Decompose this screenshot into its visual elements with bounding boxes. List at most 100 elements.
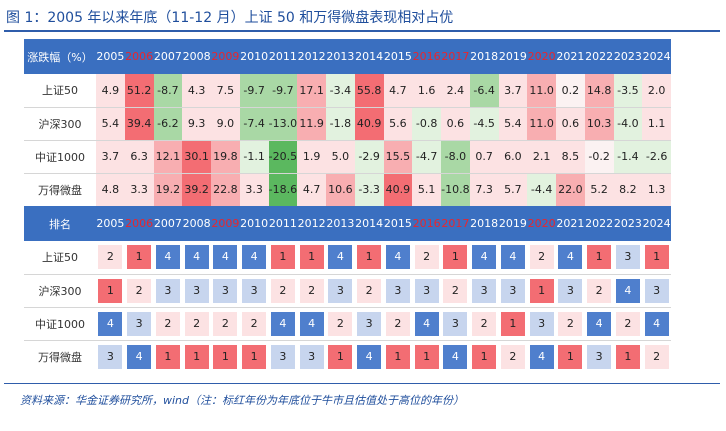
rank-cell: 4 xyxy=(498,241,528,275)
title-divider xyxy=(4,30,720,32)
rank-value: 2 xyxy=(414,245,439,270)
rank-cell: 4 xyxy=(153,241,183,275)
return-value: 3.7 xyxy=(96,140,125,174)
year-header-2016: 2016 xyxy=(412,217,441,230)
return-value: -13.0 xyxy=(268,107,298,141)
rank-cell: 3 xyxy=(412,274,441,308)
rank-value: 2 xyxy=(472,311,497,336)
rank-value: 4 xyxy=(558,245,583,270)
rank-value: 2 xyxy=(644,344,669,369)
rank-row: 上证50 2 1 4 4 4 4 1 1 4 1 4 2 1 4 4 2 4 1 3 1 xyxy=(24,241,671,275)
return-value: -4.7 xyxy=(412,140,441,174)
rank-cell: 4 xyxy=(182,241,211,275)
rank-value: 1 xyxy=(385,344,410,369)
rank-cell: 1 xyxy=(412,340,441,373)
rank-cell: 4 xyxy=(584,307,614,341)
rank-cell: 1 xyxy=(498,307,528,341)
return-row: 沪深300 5.4 39.4 -6.2 9.3 9.0 -7.4 -13.0 11.9 -1.8 4… xyxy=(24,107,671,141)
rank-cell: 2 xyxy=(441,274,470,308)
year-header-2012: 2012 xyxy=(297,50,326,63)
rank-cell: 1 xyxy=(527,274,556,308)
rank-cell: 3 xyxy=(585,340,614,373)
year-header-2006: 2006 xyxy=(125,50,154,63)
return-value: 4.3 xyxy=(182,74,211,108)
rank-cell: 1 xyxy=(441,241,470,275)
rank-cell: 2 xyxy=(182,307,211,341)
year-header-2015: 2015 xyxy=(383,50,412,63)
return-value: -1.8 xyxy=(326,107,355,141)
year-header-2019: 2019 xyxy=(498,217,527,230)
return-value: 3.3 xyxy=(124,173,154,206)
year-header-2021: 2021 xyxy=(556,217,585,230)
rank-cell: 2 xyxy=(613,307,643,341)
return-value: -10.8 xyxy=(441,173,470,206)
rank-cell: 4 xyxy=(96,307,125,341)
year-header-2018: 2018 xyxy=(470,217,499,230)
rank-value: 3 xyxy=(443,311,468,336)
table-header-row: 排名 2005 2006 2007 2008 2009 2010 2011 2012 2013 20… xyxy=(24,206,671,241)
rank-cell: 1 xyxy=(211,340,240,373)
performance-table: 涨跌幅（%） 2005 2006 2007 2008 2009 2010 2011 2012 20… xyxy=(24,39,671,373)
year-header-2009: 2009 xyxy=(211,217,240,230)
return-value: 2.4 xyxy=(441,74,470,108)
rank-value: 1 xyxy=(242,344,267,369)
year-header-2013: 2013 xyxy=(326,50,355,63)
rank-value: 1 xyxy=(328,344,353,369)
year-header-2014: 2014 xyxy=(355,217,384,230)
year-header-2007: 2007 xyxy=(153,217,182,230)
year-header-2024: 2024 xyxy=(642,217,671,230)
return-value: 39.4 xyxy=(124,107,154,141)
rank-value: 1 xyxy=(270,245,295,270)
return-row: 万得微盘 4.8 3.3 19.2 39.2 22.8 3.3 -18.6 4.7 10.6 -3.… xyxy=(24,173,671,206)
rank-cell: 1 xyxy=(354,241,384,275)
rank-row: 万得微盘 3 4 1 1 1 1 3 3 1 4 1 1 4 1 2 4 1 3 1 2 xyxy=(24,340,671,373)
year-header-2011: 2011 xyxy=(268,217,297,230)
return-value: 39.2 xyxy=(182,173,211,206)
rank-value: 3 xyxy=(558,278,583,303)
return-value: 55.8 xyxy=(354,74,384,108)
rank-value: 3 xyxy=(127,311,152,336)
rank-cell: 2 xyxy=(412,241,441,275)
year-header-2011: 2011 xyxy=(268,50,297,63)
rank-value: 2 xyxy=(98,245,123,270)
rank-cell: 2 xyxy=(153,307,183,341)
return-value: 3.3 xyxy=(239,173,269,206)
return-value: 11.0 xyxy=(527,107,556,141)
return-value: 2.0 xyxy=(642,74,671,108)
rank-cell: 3 xyxy=(297,340,326,373)
rank-value: 4 xyxy=(98,311,123,336)
rank-cell: 1 xyxy=(614,340,643,373)
year-header-2022: 2022 xyxy=(585,50,614,63)
rank-cell: 1 xyxy=(642,241,671,275)
return-value: 1.1 xyxy=(642,107,671,141)
rank-cell: 4 xyxy=(613,274,643,308)
return-value: 0.7 xyxy=(469,140,499,174)
return-row: 中证1000 3.7 6.3 12.1 30.1 19.8 -1.1 -20.5 1.9 5.0-… xyxy=(24,140,671,174)
return-value: -20.5 xyxy=(268,140,298,174)
rank-value: 3 xyxy=(615,245,640,270)
rank-cell: 3 xyxy=(326,274,355,308)
rank-value: 2 xyxy=(127,278,152,303)
year-header-2013: 2013 xyxy=(326,217,355,230)
year-header-2007: 2007 xyxy=(153,50,182,63)
rank-cell: 3 xyxy=(613,241,643,275)
rank-cell: 2 xyxy=(326,307,355,341)
rank-value: 4 xyxy=(184,245,209,270)
rank-cell: 2 xyxy=(211,307,240,341)
rank-value: 4 xyxy=(242,245,267,270)
rank-cell: 3 xyxy=(239,274,269,308)
rank-value: 2 xyxy=(184,311,209,336)
rank-cell: 2 xyxy=(383,307,413,341)
rank-value: 3 xyxy=(587,344,612,369)
return-value: -2.6 xyxy=(642,140,671,174)
return-value: 0.6 xyxy=(441,107,470,141)
rank-cell: 4 xyxy=(441,340,470,373)
rank-value: 3 xyxy=(213,278,238,303)
rank-value: 3 xyxy=(299,344,324,369)
return-value: 6.0 xyxy=(498,140,528,174)
rank-value: 1 xyxy=(357,245,382,270)
rank-value: 2 xyxy=(443,278,468,303)
rank-cell: 3 xyxy=(182,274,211,308)
return-value: 22.8 xyxy=(211,173,240,206)
rank-value: 2 xyxy=(213,311,238,336)
